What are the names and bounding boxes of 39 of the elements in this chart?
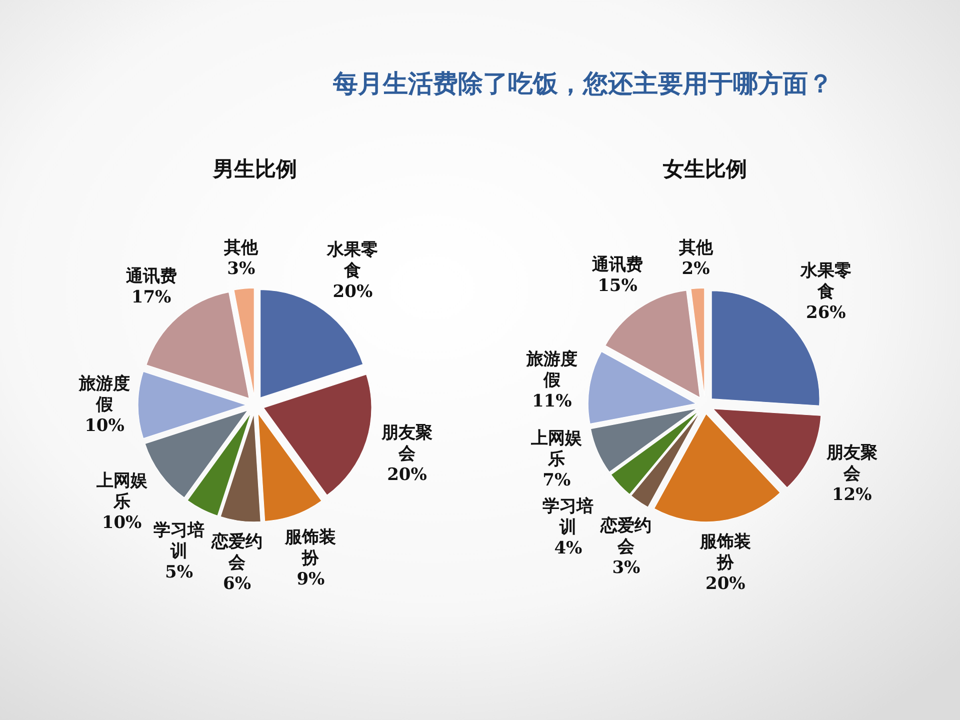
data-label: 20%	[706, 574, 746, 594]
data-label: 3%	[227, 259, 256, 280]
data-label: 3%	[612, 558, 640, 578]
data-label: 2%	[682, 259, 710, 280]
slice-label: 其他	[678, 238, 714, 258]
data-label: 9%	[296, 569, 325, 590]
data-label: 17%	[131, 287, 172, 308]
data-label: 4%	[554, 538, 582, 559]
data-label: 15%	[598, 276, 638, 296]
slice-label: 学习培训	[542, 496, 594, 538]
slice-label: 旅游度假	[525, 350, 578, 391]
chart-subtitle: 男生比例	[212, 156, 297, 181]
text: 每月生活费除了吃饭，您还主要用于哪方面？	[332, 69, 833, 98]
slice-label: 恋爱约会	[600, 516, 652, 558]
slice-label: 上网娱乐	[530, 428, 584, 470]
data-label: 11%	[532, 392, 572, 412]
slice-label: 上网娱乐	[95, 470, 148, 512]
data-label: 26%	[806, 302, 846, 323]
slice-label: 通讯费	[124, 266, 177, 286]
data-label: 10%	[102, 512, 142, 533]
slice-label: 服饰装扮	[698, 532, 751, 573]
slice-label: 朋友聚会	[825, 442, 878, 484]
data-label: 6%	[223, 574, 252, 594]
slice-label: 通讯费	[590, 255, 643, 276]
data-label: 10%	[84, 416, 124, 436]
chart-subtitle: 女生比例	[662, 156, 747, 181]
slice-label: 学习培训	[154, 520, 205, 562]
slice-label: 朋友聚会	[380, 423, 433, 464]
slice-label: 水果零食	[799, 260, 852, 302]
slice-label: 恋爱约会	[210, 532, 263, 573]
data-label: 12%	[832, 484, 872, 505]
slice-label: 水果零食	[326, 240, 378, 282]
slice-label: 旅游度假	[78, 374, 130, 415]
data-label: 5%	[165, 562, 194, 582]
data-label: 20%	[332, 282, 373, 302]
data-label: 20%	[387, 465, 427, 486]
data-label: 7%	[542, 470, 571, 491]
slice-label: 其他	[223, 238, 260, 258]
slice-label: 服饰装扮	[284, 527, 336, 568]
